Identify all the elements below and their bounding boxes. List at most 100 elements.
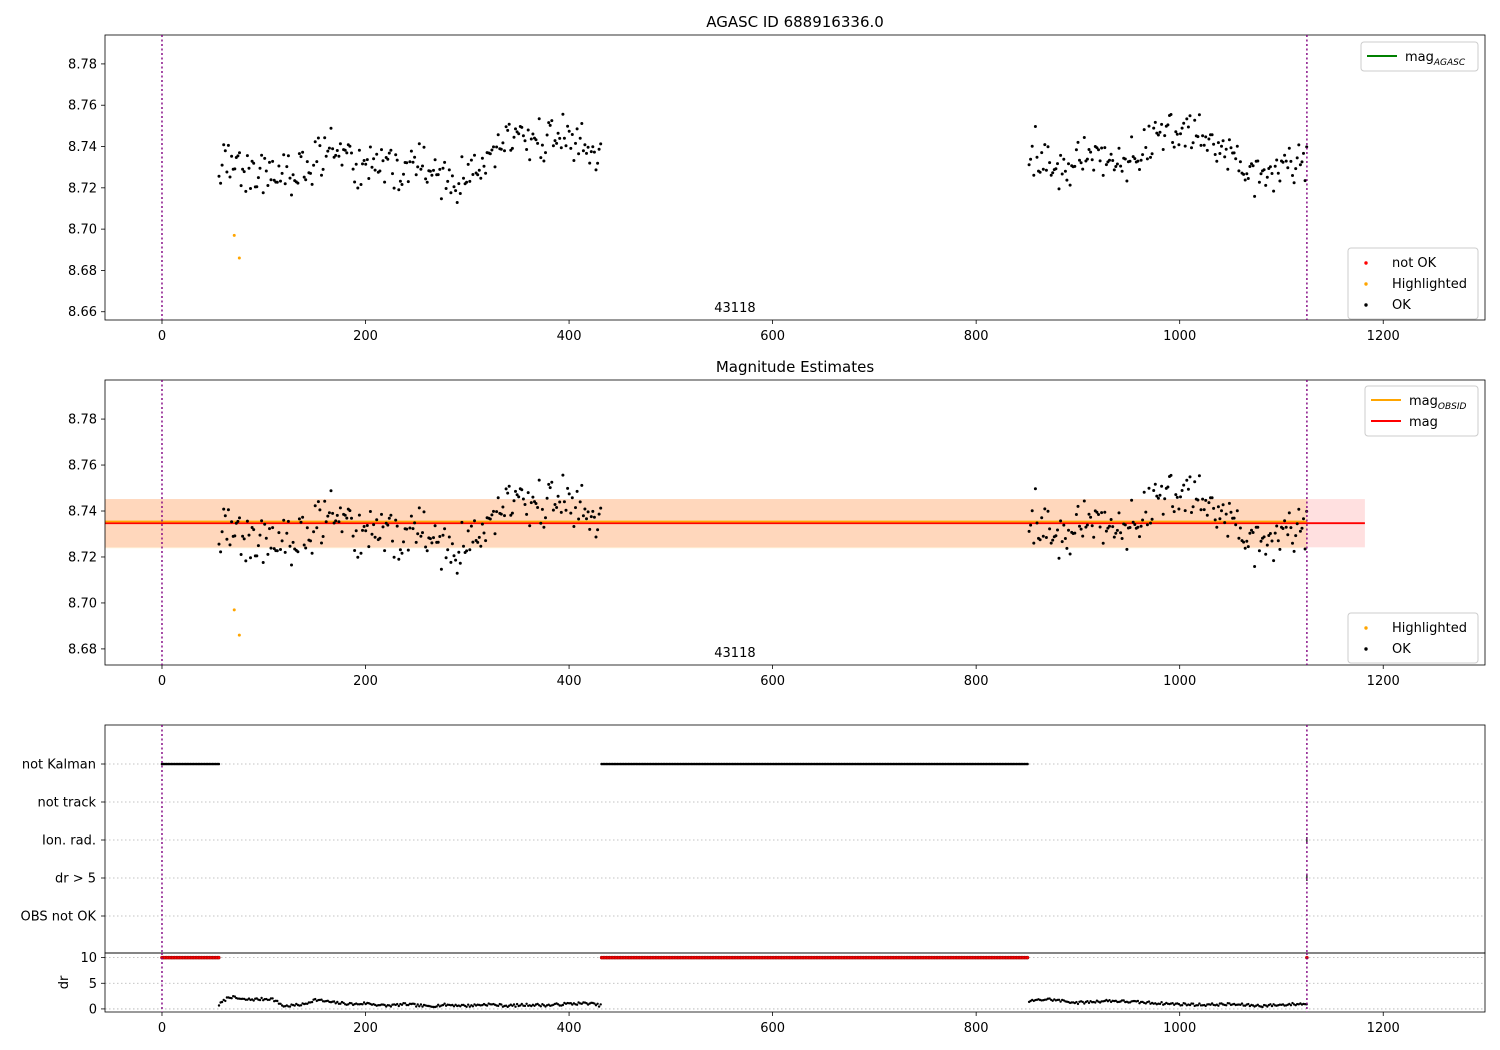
data-point-ok: [580, 483, 584, 487]
data-point-ok: [345, 151, 349, 155]
data-point-ok: [1114, 165, 1118, 168]
data-point-ok: [1098, 525, 1102, 529]
data-point-ok: [480, 522, 484, 526]
dr-point: [383, 1003, 386, 1007]
dr-point: [1171, 1002, 1174, 1005]
data-point-ok: [542, 525, 546, 529]
dr-point: [1247, 1002, 1250, 1006]
data-point-ok: [537, 478, 541, 482]
data-point-ok: [588, 527, 592, 531]
data-point-ok: [282, 518, 286, 522]
data-point-ok: [279, 548, 282, 551]
data-point-ok: [1120, 169, 1124, 173]
data-point-ok: [550, 480, 554, 484]
data-point-ok: [529, 501, 533, 505]
data-point-ok: [1067, 162, 1070, 166]
data-point-ok: [495, 145, 499, 149]
data-point-ok: [1104, 529, 1108, 533]
data-point-ok: [484, 171, 488, 175]
data-point-ok: [1262, 168, 1266, 172]
data-point-ok: [468, 179, 472, 183]
data-point-ok: [1114, 531, 1118, 535]
data-point-ok: [569, 511, 573, 515]
data-point-ok: [428, 537, 432, 541]
dr-point: [437, 1003, 440, 1006]
flag-marker: [1026, 762, 1029, 766]
data-point-ok: [438, 535, 442, 538]
data-point-ok: [1046, 145, 1050, 149]
data-point-ok: [411, 527, 415, 531]
data-point-ok: [1128, 526, 1132, 529]
data-point-ok: [581, 514, 585, 518]
data-point-ok: [1158, 493, 1162, 497]
data-point-ok: [220, 530, 224, 534]
dr-point: [397, 1004, 400, 1008]
dr-point: [1291, 1001, 1294, 1005]
dr-point: [580, 1002, 583, 1005]
data-point-ok: [493, 532, 497, 536]
dr-point: [268, 998, 271, 1001]
data-point-ok: [1226, 534, 1230, 538]
data-point-ok: [263, 522, 267, 526]
data-point-ok: [1095, 146, 1099, 150]
data-point-ok: [1038, 538, 1042, 542]
data-point-highlighted: [232, 608, 236, 612]
data-point-ok: [488, 517, 492, 521]
data-point-ok: [540, 143, 544, 147]
data-point-ok: [312, 530, 316, 534]
data-point-ok: [1264, 183, 1268, 187]
data-point-ok: [1264, 552, 1268, 556]
data-point-ok: [488, 152, 492, 156]
data-point-ok: [1087, 148, 1091, 151]
data-point-ok: [499, 512, 503, 516]
data-point-ok: [1276, 539, 1280, 543]
data-point-ok: [1221, 503, 1225, 507]
data-point-ok: [506, 491, 510, 495]
x-tick-label-0: 400: [557, 329, 582, 344]
data-point-ok: [269, 546, 273, 550]
data-point-ok: [574, 506, 577, 510]
data-point-ok: [1097, 148, 1100, 152]
obsid-label: 43118: [714, 646, 755, 661]
data-point-ok: [430, 541, 434, 545]
data-point-ok: [395, 524, 399, 528]
data-point-ok: [446, 548, 450, 552]
data-point-ok: [353, 549, 357, 552]
data-point-ok: [433, 524, 437, 528]
data-point-ok: [555, 141, 559, 145]
x-tick-label-1: 1200: [1367, 674, 1400, 689]
data-point-ok: [238, 516, 241, 520]
data-point-ok: [296, 181, 300, 185]
data-point-ok: [1196, 135, 1200, 139]
data-point-ok: [1092, 168, 1096, 172]
data-point-ok: [580, 122, 584, 125]
data-point-ok: [559, 510, 563, 514]
data-point-ok: [332, 521, 336, 525]
dr-point: [1184, 1002, 1187, 1005]
data-point-ok: [577, 517, 581, 521]
data-point-ok: [249, 556, 252, 560]
data-point-ok: [1179, 495, 1182, 499]
data-point-ok: [256, 176, 260, 180]
x-tick-label-0: 200: [353, 329, 378, 344]
data-point-ok: [1245, 172, 1249, 176]
data-point-ok: [1278, 179, 1282, 183]
data-point-ok: [408, 526, 412, 530]
dr-point: [389, 1005, 393, 1008]
data-point-ok: [286, 154, 290, 158]
data-point-ok: [1054, 167, 1058, 171]
data-point-ok: [326, 149, 330, 153]
data-point-ok: [425, 180, 429, 184]
dr-point: [1196, 1004, 1200, 1007]
data-point-ok: [1193, 480, 1197, 484]
data-point-ok: [1297, 507, 1301, 511]
data-point-ok: [496, 133, 500, 137]
data-point-ok: [1257, 549, 1261, 553]
data-point-ok: [381, 525, 385, 529]
data-point-ok: [422, 510, 426, 514]
dr-point: [224, 999, 227, 1003]
data-point-ok: [521, 134, 525, 138]
data-point-ok: [450, 174, 454, 178]
data-point-ok: [458, 192, 462, 195]
data-point-ok: [1138, 535, 1141, 539]
